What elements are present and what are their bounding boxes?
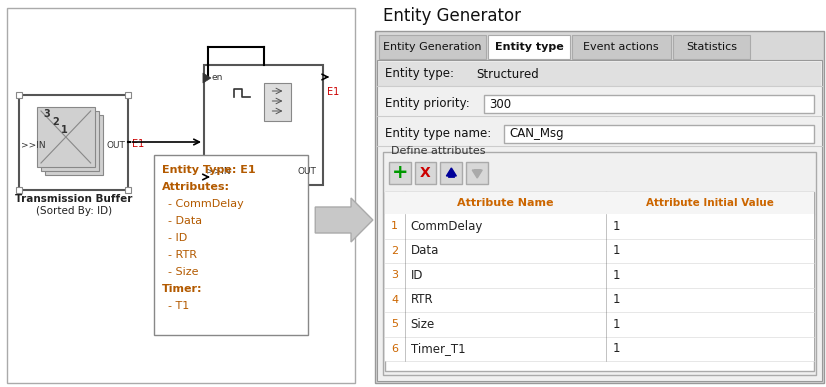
Bar: [415, 162, 436, 184]
Bar: [41, 111, 98, 171]
Bar: [385, 214, 814, 238]
Bar: [37, 107, 95, 167]
Text: 1: 1: [61, 125, 68, 135]
Text: (Sorted By: ID): (Sorted By: ID): [36, 206, 112, 216]
Text: RTR: RTR: [411, 293, 434, 307]
Bar: [504, 125, 814, 143]
Text: Attribute Name: Attribute Name: [458, 198, 553, 208]
Polygon shape: [203, 73, 211, 83]
Bar: [385, 263, 814, 288]
Text: 3: 3: [392, 271, 398, 280]
Text: OUT: OUT: [107, 140, 126, 149]
Text: - RTR: - RTR: [169, 250, 197, 260]
Text: 1: 1: [612, 244, 620, 257]
Text: 1: 1: [612, 269, 620, 282]
Bar: [204, 65, 323, 185]
Bar: [126, 187, 131, 193]
Bar: [467, 162, 488, 184]
Text: 5: 5: [392, 319, 398, 329]
Text: CAN_Msg: CAN_Msg: [509, 127, 563, 140]
Text: CommDelay: CommDelay: [411, 220, 483, 233]
Text: Data: Data: [411, 244, 439, 257]
Bar: [385, 312, 814, 337]
Bar: [389, 162, 411, 184]
Text: Timer_T1: Timer_T1: [411, 342, 465, 355]
Text: +: +: [392, 163, 408, 183]
Polygon shape: [472, 170, 482, 178]
Text: en: en: [212, 73, 223, 82]
Bar: [126, 92, 131, 98]
Text: 1: 1: [612, 342, 620, 355]
Text: X: X: [420, 166, 431, 180]
Bar: [484, 95, 814, 113]
Text: Entity type: Entity type: [495, 42, 563, 52]
Text: 4: 4: [392, 295, 398, 305]
Bar: [673, 35, 751, 59]
Text: Define attributes: Define attributes: [391, 146, 485, 156]
Text: >>IN: >>IN: [206, 167, 230, 176]
Bar: [385, 192, 814, 371]
Bar: [385, 288, 814, 312]
Text: - Data: - Data: [169, 216, 202, 226]
Text: 2: 2: [392, 246, 398, 256]
Bar: [385, 337, 814, 361]
Text: Event actions: Event actions: [583, 42, 659, 52]
Text: Entity type:: Entity type:: [385, 67, 453, 80]
Bar: [385, 192, 814, 214]
Text: Size: Size: [411, 318, 434, 331]
Bar: [382, 152, 816, 375]
Text: 300: 300: [489, 98, 511, 111]
Text: Entity type name:: Entity type name:: [385, 127, 491, 140]
Bar: [17, 92, 22, 98]
Text: 1: 1: [392, 221, 398, 231]
Text: 1: 1: [612, 293, 620, 307]
Text: Statistics: Statistics: [686, 42, 738, 52]
Text: Entity Generator: Entity Generator: [382, 7, 521, 25]
Text: Attribute Initial Value: Attribute Initial Value: [646, 198, 774, 208]
Text: >>IN: >>IN: [21, 140, 45, 149]
Polygon shape: [316, 198, 373, 242]
Text: OUT: OUT: [297, 167, 316, 176]
Text: Entity priority:: Entity priority:: [385, 98, 469, 111]
Bar: [440, 162, 463, 184]
Text: - Size: - Size: [169, 267, 199, 277]
Text: 6: 6: [392, 344, 398, 354]
Bar: [17, 187, 22, 193]
Bar: [488, 35, 570, 59]
Text: - T1: - T1: [169, 301, 189, 311]
Bar: [377, 60, 822, 381]
Text: Attributes:: Attributes:: [162, 182, 230, 192]
Text: - ID: - ID: [169, 233, 188, 243]
Text: Structured: Structured: [477, 67, 539, 80]
Bar: [572, 35, 671, 59]
Bar: [377, 62, 821, 86]
Bar: [7, 8, 355, 383]
Bar: [375, 31, 824, 383]
Bar: [154, 155, 308, 335]
Text: Entity Generation: Entity Generation: [383, 42, 482, 52]
Text: 2: 2: [52, 117, 59, 127]
Text: Entity Type: E1: Entity Type: E1: [162, 165, 256, 175]
Text: Transmission Buffer: Transmission Buffer: [15, 194, 132, 204]
Text: ID: ID: [411, 269, 423, 282]
Bar: [19, 95, 128, 190]
Polygon shape: [446, 168, 456, 176]
Bar: [263, 83, 292, 121]
Bar: [45, 115, 102, 175]
Text: 3: 3: [43, 109, 50, 119]
Bar: [379, 35, 487, 59]
Text: E1: E1: [327, 87, 339, 97]
Text: 1: 1: [612, 318, 620, 331]
Text: Timer:: Timer:: [162, 284, 202, 294]
Text: E1: E1: [132, 139, 145, 149]
Bar: [385, 238, 814, 263]
Text: 1: 1: [612, 220, 620, 233]
Text: - CommDelay: - CommDelay: [169, 199, 244, 209]
